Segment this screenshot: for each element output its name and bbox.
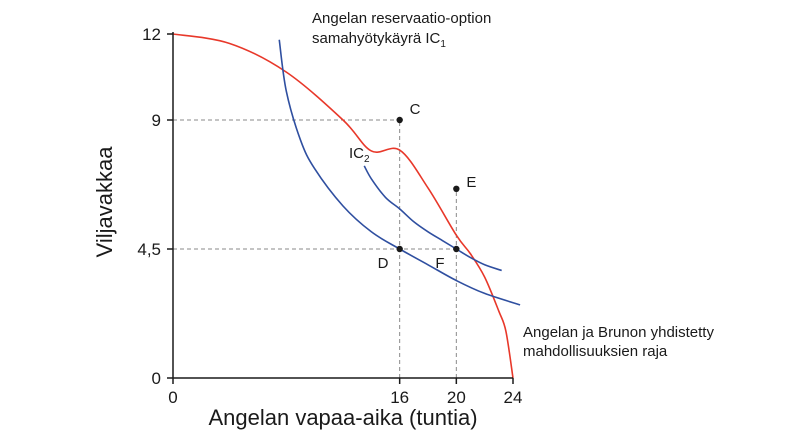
ic2-label-text: IC: [349, 145, 364, 162]
curves: [172, 33, 521, 379]
x-axis-title: Angelan vapaa-aika (tuntia): [208, 405, 477, 430]
y-tick-label: 4,5: [137, 240, 161, 259]
point-f: [453, 245, 460, 253]
point-label-e: E: [466, 174, 476, 191]
ic1-annotation-line1: Angelan reservaatio-option: [312, 10, 491, 27]
x-tick-label: 0: [168, 388, 177, 407]
point-label-d: D: [378, 255, 389, 272]
point-c: [396, 116, 403, 124]
ic1-annotation-subscript: 1: [440, 39, 446, 50]
series-line-frontier: [172, 33, 514, 379]
y-axis-title: Viljavakkaa: [92, 146, 117, 258]
frontier-annotation-line1: Angelan ja Brunon yhdistetty: [523, 324, 714, 341]
ic1-annotation-line2: samahyötykäyrä IC1: [312, 30, 446, 50]
ic1-annotation-text: samahyötykäyrä IC: [312, 30, 441, 47]
y-tick-label: 9: [152, 111, 161, 130]
x-tick-label: 16: [390, 388, 409, 407]
point-label-f: F: [435, 255, 444, 272]
frontier-annotation-line2: mahdollisuuksien raja: [523, 343, 668, 360]
point-e: [453, 185, 460, 192]
x-tick-label: 24: [504, 388, 523, 407]
x-tick-label: 20: [447, 388, 466, 407]
ic2-label: IC2: [349, 145, 370, 165]
y-tick-label: 0: [152, 369, 161, 388]
point-d: [396, 245, 403, 253]
series-line-ic1: [278, 39, 521, 306]
point-label-c: C: [410, 101, 421, 118]
series-line-ic2: [363, 165, 502, 272]
ic2-label-subscript: 2: [364, 154, 370, 165]
reference-lines: [173, 119, 457, 378]
y-tick-label: 12: [142, 25, 161, 44]
points: C E D F: [378, 101, 477, 272]
